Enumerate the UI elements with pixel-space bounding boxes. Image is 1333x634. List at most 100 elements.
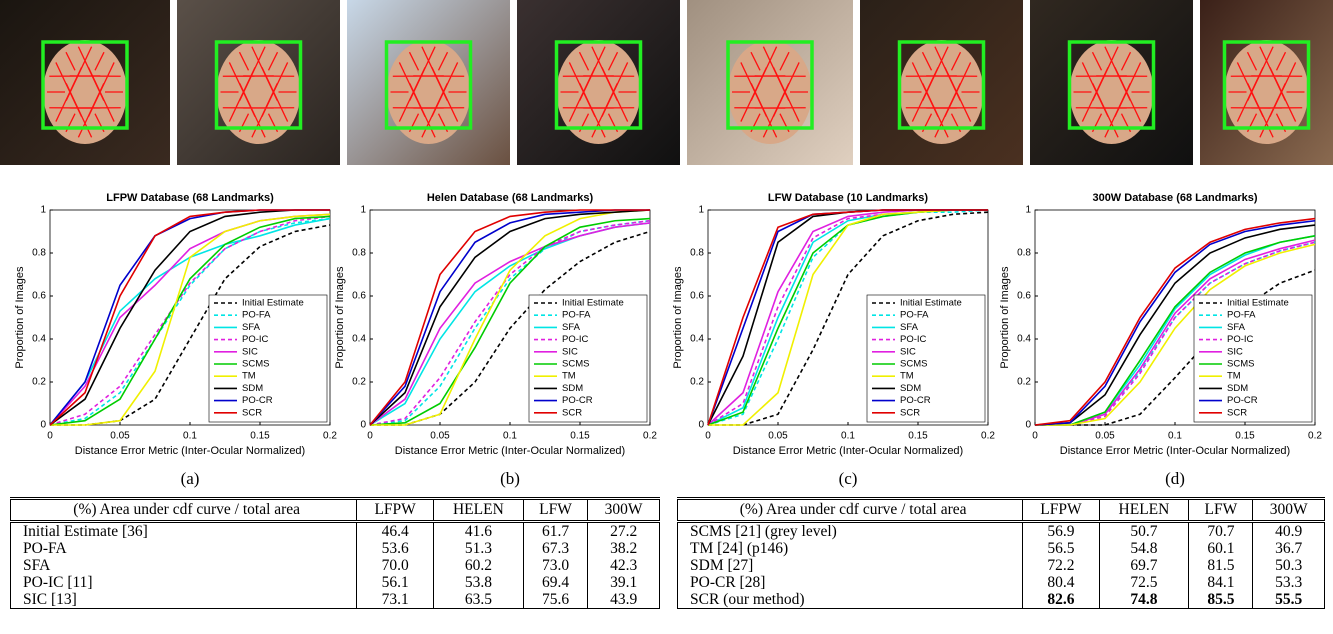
face <box>556 40 641 144</box>
table-cell: 80.4 <box>1022 574 1100 591</box>
results-table: (%) Area under cdf curve / total area LFP… <box>9 497 660 609</box>
chart-title: LFPW Database (68 Landmarks) <box>106 192 274 204</box>
legend-label: SIC <box>242 346 258 357</box>
table-cell: 27.2 <box>587 521 660 540</box>
landmark-mesh <box>220 46 297 138</box>
series-line <box>1035 269 1316 426</box>
x-tick-label: 0.15 <box>1235 431 1255 442</box>
landmark-mesh <box>1228 46 1305 138</box>
table-cell: SCMS [21] (grey level) <box>676 521 1024 540</box>
series-line <box>707 209 988 426</box>
y-tick-label: 0 <box>698 420 704 431</box>
chart-title: 300W Database (68 Landmarks) <box>1092 192 1257 204</box>
table-cell: 50.3 <box>1252 557 1325 574</box>
x-tick-label: 0.2 <box>981 431 995 442</box>
series-line <box>50 213 331 426</box>
series-line <box>1035 235 1316 426</box>
legend-label: PO-IC <box>1227 334 1254 345</box>
series-line <box>1035 241 1316 426</box>
table-row: SIC [13] 73.1 63.5 75.6 43.9 <box>9 591 660 609</box>
table-cell: 72.2 <box>1022 557 1100 574</box>
legend-label: SCMS <box>900 359 927 370</box>
y-tick-label: 0.8 <box>690 248 704 259</box>
legend-label: Initial Estimate <box>1227 298 1289 309</box>
x-tick-label: 0.2 <box>323 431 337 442</box>
legend-label: SCMS <box>1227 359 1254 370</box>
legend-label: SIC <box>900 346 916 357</box>
table-cell: LFPW <box>1022 498 1100 523</box>
table-cell: 51.3 <box>432 540 524 557</box>
table-cell: (%) Area under cdf curve / total area <box>9 498 358 523</box>
table-row: TM [24] (p146) 56.5 54.8 60.1 36.7 <box>676 540 1325 557</box>
face <box>1224 40 1309 144</box>
series-line <box>370 230 651 426</box>
y-tick-label: 0.2 <box>32 377 46 388</box>
x-tick-label: 0.15 <box>570 431 590 442</box>
legend-label: Initial Estimate <box>562 298 624 309</box>
table-cell: (%) Area under cdf curve / total area <box>676 498 1024 523</box>
y-tick-label: 1 <box>1025 205 1031 216</box>
table-cell: 36.7 <box>1252 540 1325 557</box>
table-cell: 53.3 <box>1252 574 1325 591</box>
table-cell: TM [24] (p146) <box>676 540 1024 557</box>
legend-label: SFA <box>562 322 581 333</box>
detection-box <box>554 40 643 130</box>
table-cell: 73.0 <box>522 557 589 574</box>
table-cell: 40.9 <box>1252 521 1325 540</box>
legend-label: SDM <box>1227 383 1248 394</box>
y-tick-label: 1 <box>360 205 366 216</box>
table-cell: 56.9 <box>1022 521 1100 540</box>
legend-label: PO-FA <box>242 310 271 321</box>
table-row: SCR (our method) 82.6 74.8 85.5 55.5 <box>676 591 1325 609</box>
x-axis-label: Distance Error Metric (Inter-Ocular Norm… <box>75 445 305 457</box>
subfigure-caption: (c) <box>839 469 858 488</box>
x-tick-label: 0.05 <box>110 431 130 442</box>
y-tick-label: 0.8 <box>32 248 46 259</box>
table-cell: 70.0 <box>356 557 434 574</box>
series-line <box>49 217 331 426</box>
landmark-mesh <box>47 46 123 138</box>
y-tick-label: 1 <box>698 205 704 216</box>
table-row: (%) Area under cdf curve / total area LFP… <box>676 498 1325 523</box>
x-tick-label: 0 <box>367 431 373 442</box>
x-axis-label: Distance Error Metric (Inter-Ocular Norm… <box>395 445 625 457</box>
table-row: PO-FA 53.6 51.3 67.3 38.2 <box>9 540 660 557</box>
table-cell: 60.2 <box>432 557 524 574</box>
y-tick-label: 0.2 <box>690 377 704 388</box>
legend-label: PO-CR <box>900 395 931 406</box>
series-line <box>1035 243 1316 426</box>
chart-title: LFW Database (10 Landmarks) <box>768 192 928 204</box>
table-row: PO-IC [11] 56.1 53.8 69.4 39.1 <box>9 574 660 591</box>
table-cell: 46.4 <box>356 521 434 540</box>
table-cell: HELEN <box>432 498 524 523</box>
series-line <box>370 209 651 426</box>
face <box>728 40 812 144</box>
y-tick-label: 0.2 <box>1017 377 1031 388</box>
legend-label: PO-IC <box>562 334 589 345</box>
table-cell: SIC [13] <box>9 591 358 609</box>
series-line <box>1034 217 1316 426</box>
table-cell: 70.7 <box>1188 521 1254 540</box>
landmark-mesh <box>390 46 467 138</box>
legend-label: Initial Estimate <box>900 298 962 309</box>
legend-label: TM <box>1227 371 1241 382</box>
y-axis-label: Proportion of Images <box>334 266 346 369</box>
table-cell: 53.8 <box>432 574 524 591</box>
table-cell: 41.6 <box>432 521 524 540</box>
legend-label: SDM <box>562 383 583 394</box>
x-tick-label: 0.2 <box>1308 431 1322 442</box>
table-cell: 300W <box>587 498 660 523</box>
subfigure-caption: (a) <box>181 469 200 488</box>
table-cell: 74.8 <box>1098 591 1190 609</box>
y-tick-label: 0.6 <box>352 291 366 302</box>
detection-box <box>214 40 303 130</box>
detection-box <box>1222 40 1311 130</box>
series-line <box>49 209 330 426</box>
y-tick-label: 0.6 <box>1017 291 1031 302</box>
table-cell: 84.1 <box>1188 574 1254 591</box>
y-tick-label: 0.8 <box>1017 248 1031 259</box>
x-tick-label: 0.15 <box>250 431 270 442</box>
x-tick-label: 0.15 <box>908 431 928 442</box>
table-cell: 54.8 <box>1098 540 1190 557</box>
legend-label: SDM <box>242 383 263 394</box>
